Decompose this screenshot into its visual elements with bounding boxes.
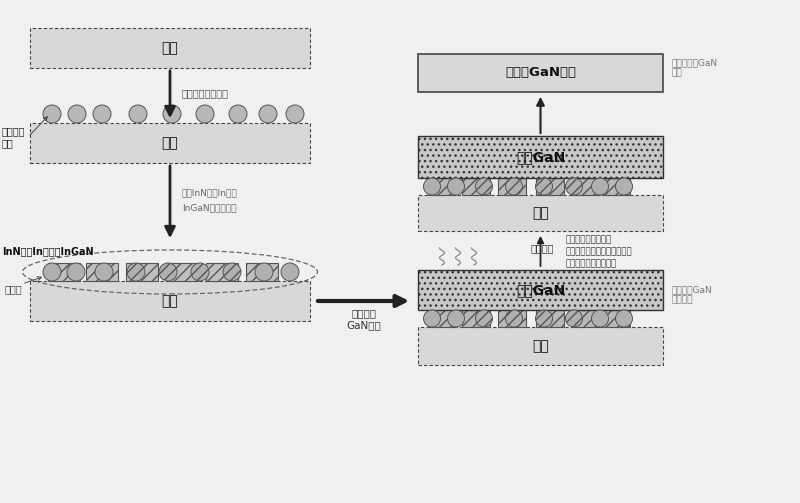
Circle shape xyxy=(43,105,61,123)
Circle shape xyxy=(259,105,277,123)
Bar xyxy=(462,178,490,195)
Text: 生长厚膜
GaN材料: 生长厚膜 GaN材料 xyxy=(346,308,381,330)
Text: 厚膜GaN: 厚膜GaN xyxy=(516,283,565,297)
Circle shape xyxy=(43,263,61,281)
Circle shape xyxy=(159,263,177,281)
Text: 化学腐蚀、机械研磨等: 化学腐蚀、机械研磨等 xyxy=(566,260,617,269)
Text: 衬底: 衬底 xyxy=(532,339,549,353)
Text: 阵列: 阵列 xyxy=(2,138,14,148)
Circle shape xyxy=(535,178,553,195)
Circle shape xyxy=(229,105,247,123)
Bar xyxy=(498,178,526,195)
Circle shape xyxy=(196,105,214,123)
Text: 衬底分离: 衬底分离 xyxy=(530,243,554,254)
Text: 衬底: 衬底 xyxy=(162,294,178,308)
Circle shape xyxy=(535,310,553,327)
Text: InN或高In组分的InGaN: InN或高In组分的InGaN xyxy=(2,246,94,256)
Text: 衬底: 衬底 xyxy=(162,136,178,150)
Circle shape xyxy=(423,178,441,195)
Circle shape xyxy=(255,263,273,281)
Text: 衬底: 衬底 xyxy=(162,41,178,55)
Bar xyxy=(30,281,310,321)
Text: InGaN形成过渡层: InGaN形成过渡层 xyxy=(182,204,237,212)
Bar xyxy=(602,178,630,195)
Circle shape xyxy=(95,263,113,281)
Circle shape xyxy=(68,105,86,123)
Circle shape xyxy=(566,310,582,327)
Bar xyxy=(602,310,630,327)
Bar xyxy=(206,263,238,281)
Bar xyxy=(418,327,663,365)
Circle shape xyxy=(615,310,633,327)
Bar xyxy=(428,310,456,327)
Circle shape xyxy=(566,178,582,195)
Circle shape xyxy=(191,263,209,281)
Bar xyxy=(418,136,663,178)
Circle shape xyxy=(447,310,465,327)
Circle shape xyxy=(506,310,522,327)
Circle shape xyxy=(67,263,85,281)
Bar xyxy=(536,178,564,195)
Text: 生长InN或高In组分: 生长InN或高In组分 xyxy=(182,189,238,198)
Circle shape xyxy=(475,310,493,327)
Circle shape xyxy=(475,178,493,195)
Circle shape xyxy=(447,178,465,195)
Text: 激光剥离、热处理、自分离、: 激光剥离、热处理、自分离、 xyxy=(566,247,632,257)
Text: 衬底: 衬底 xyxy=(532,206,549,220)
Text: 得到自支撑GaN
衬底: 得到自支撑GaN 衬底 xyxy=(671,58,717,77)
Circle shape xyxy=(281,263,299,281)
Text: 得到厚膜GaN
复合衬底: 得到厚膜GaN 复合衬底 xyxy=(671,285,712,305)
Text: 碳纳米管: 碳纳米管 xyxy=(2,126,26,136)
Bar xyxy=(30,28,310,68)
Text: 衬底分离技术：包括: 衬底分离技术：包括 xyxy=(566,235,612,244)
Circle shape xyxy=(93,105,111,123)
Circle shape xyxy=(615,178,633,195)
Bar xyxy=(498,310,526,327)
Circle shape xyxy=(591,310,609,327)
Text: 生长碳纳米管阵列: 生长碳纳米管阵列 xyxy=(182,88,229,98)
Circle shape xyxy=(163,105,181,123)
Circle shape xyxy=(127,263,145,281)
Circle shape xyxy=(286,105,304,123)
Circle shape xyxy=(591,178,609,195)
Bar xyxy=(418,54,663,92)
Bar xyxy=(48,263,80,281)
Bar xyxy=(418,195,663,231)
Bar xyxy=(428,178,456,195)
Circle shape xyxy=(223,263,241,281)
Bar xyxy=(462,310,490,327)
Bar xyxy=(246,263,278,281)
Circle shape xyxy=(129,105,147,123)
Bar xyxy=(572,310,600,327)
Text: 过渡层: 过渡层 xyxy=(5,284,22,294)
Text: 自支撑GaN衬底: 自支撑GaN衬底 xyxy=(505,66,576,79)
Bar xyxy=(418,270,663,310)
Text: 厚膜GaN: 厚膜GaN xyxy=(516,150,565,164)
Circle shape xyxy=(423,310,441,327)
Bar xyxy=(30,123,310,163)
Bar xyxy=(126,263,158,281)
Bar xyxy=(86,263,118,281)
Circle shape xyxy=(506,178,522,195)
Bar xyxy=(572,178,600,195)
Bar xyxy=(536,310,564,327)
Bar xyxy=(166,263,198,281)
